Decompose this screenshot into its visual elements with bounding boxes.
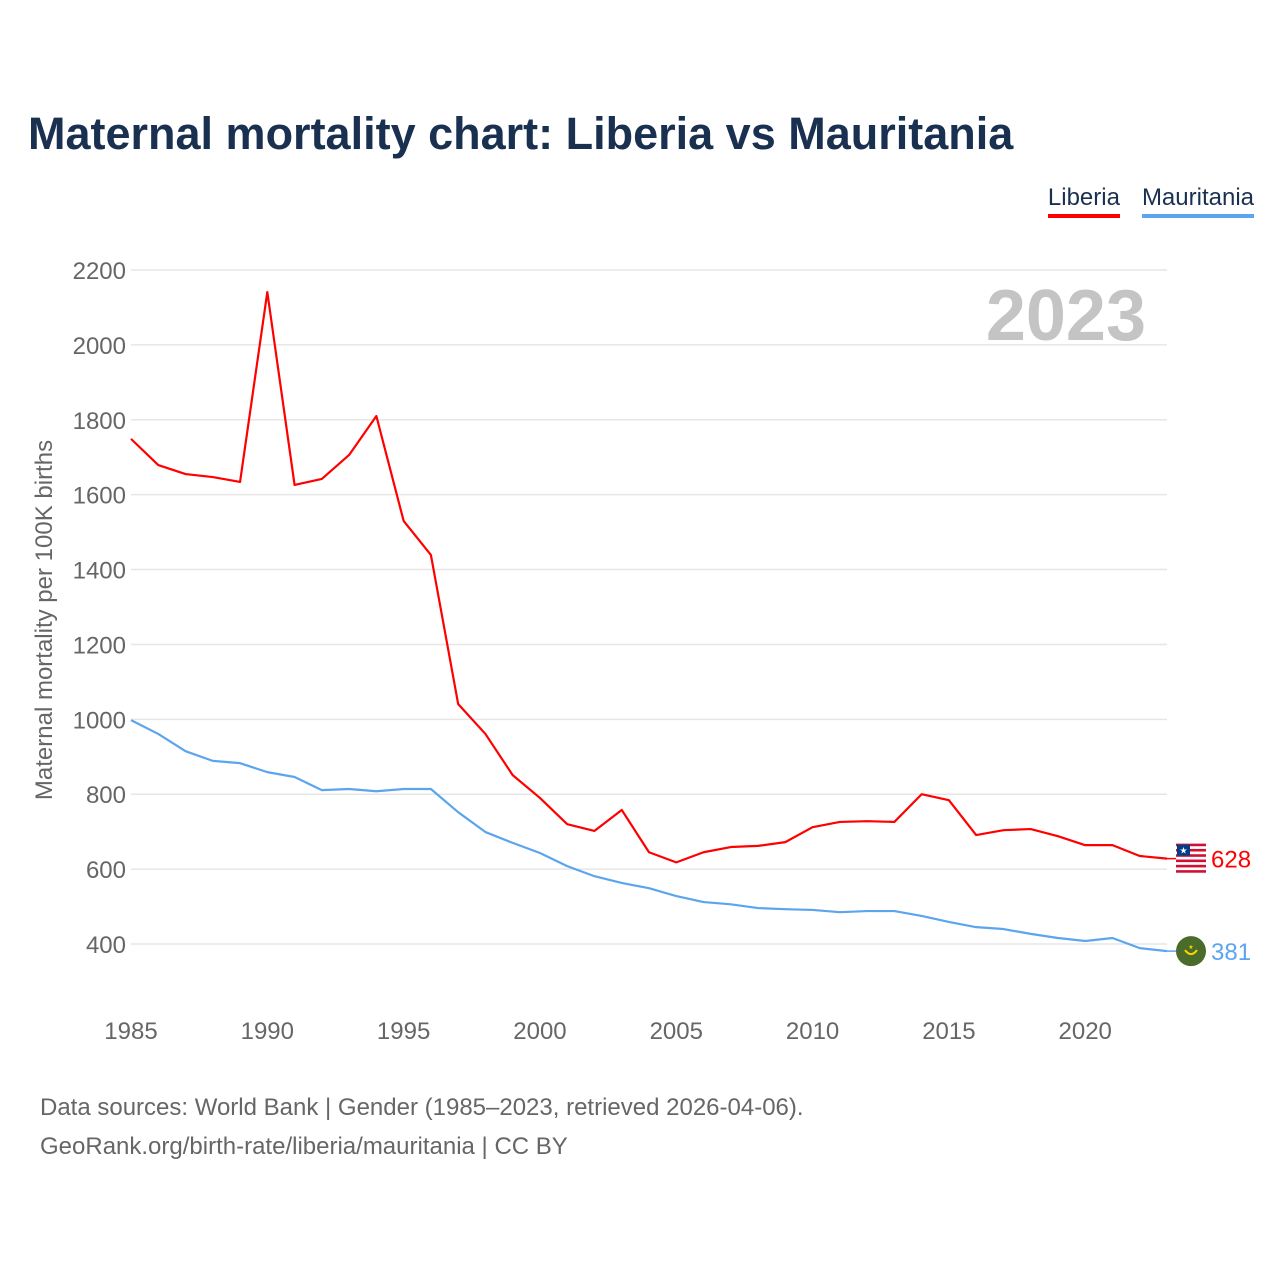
x-tick-label: 2005: [650, 1018, 703, 1045]
flag-star: ★: [1179, 846, 1187, 856]
flag-canton: [1177, 844, 1190, 856]
x-tick-label: 1995: [377, 1018, 430, 1045]
flag-stripe: [1176, 848, 1206, 852]
y-tick-label: 1600: [73, 483, 126, 510]
flag-stripe: [1176, 843, 1206, 847]
source-link[interactable]: GeoRank.org/birth-rate/liberia/mauritani…: [40, 1133, 568, 1160]
mauritania-flag-icon: [1176, 936, 1206, 967]
x-tick-label: 1985: [104, 1018, 157, 1045]
flag-stripe: [1176, 864, 1206, 868]
x-tick-label: 2000: [513, 1018, 566, 1045]
y-tick-label: 1400: [73, 558, 126, 585]
x-tick-label: 2015: [922, 1018, 975, 1045]
series-line-liberia: [130, 290, 1168, 864]
y-axis-label: Maternal mortality per 100K births: [31, 440, 58, 800]
chart-title: Maternal mortality chart: Liberia vs Mau…: [28, 108, 1014, 159]
legend: Liberia Mauritania: [1047, 184, 1254, 218]
y-tick-label: 1000: [73, 707, 126, 734]
flag-stripe: [1176, 859, 1206, 863]
flag-stripe: [1176, 854, 1206, 857]
y-tick-label: 1800: [73, 408, 126, 435]
y-tick-label: 600: [86, 857, 126, 884]
footer: Data sources: World Bank | Gender (1985–…: [40, 1088, 804, 1166]
flag-stripe: [1176, 870, 1206, 873]
legend-item-mauritania[interactable]: Mauritania: [1141, 184, 1254, 218]
year-watermark: 2023: [986, 276, 1146, 356]
y-tick-label: 800: [86, 782, 126, 809]
y-tick-label: 1200: [73, 632, 126, 659]
series-line-mauritania: [130, 719, 1168, 953]
end-value-label: 628: [1211, 847, 1251, 874]
flag-crescent: [1184, 949, 1198, 956]
data-source-text: Data sources: World Bank | Gender (1985–…: [40, 1094, 804, 1121]
end-value-label: 381: [1211, 939, 1251, 966]
x-tick-label: 2020: [1059, 1018, 1112, 1045]
y-tick-label: 2000: [73, 333, 126, 360]
y-tick-label: 2200: [73, 258, 126, 285]
x-tick-label: 1990: [241, 1018, 294, 1045]
x-tick-label: 2010: [786, 1018, 839, 1045]
legend-item-liberia[interactable]: Liberia: [1047, 184, 1120, 218]
flag-star: ★: [1188, 944, 1193, 951]
y-tick-label: 400: [86, 932, 126, 959]
